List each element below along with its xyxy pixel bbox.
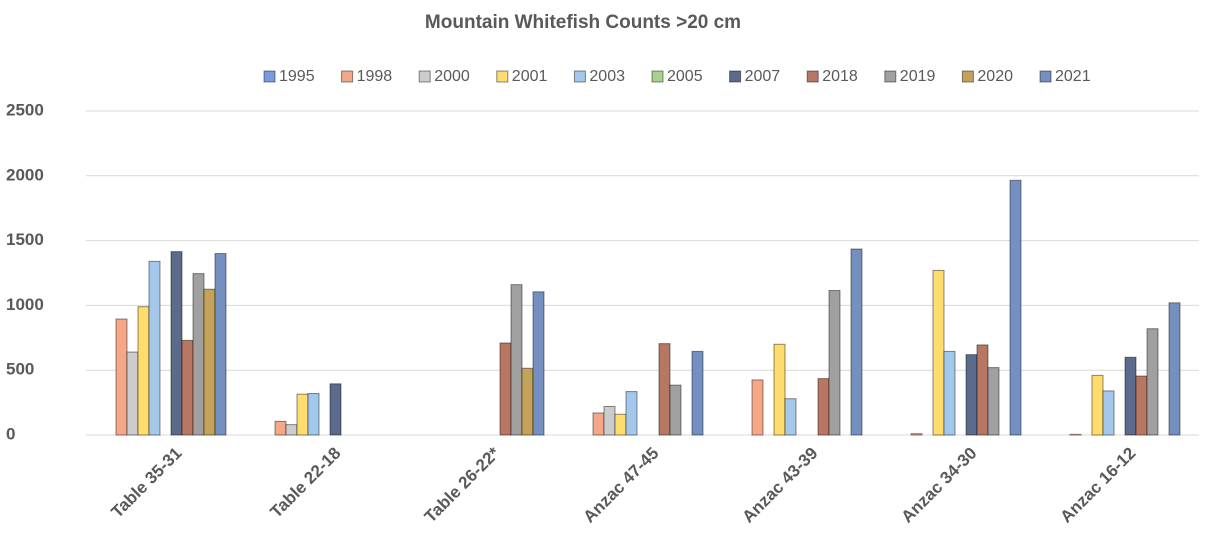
- bar: [137, 306, 150, 436]
- legend-label: 2007: [745, 68, 781, 85]
- legend-label: 2018: [822, 68, 858, 85]
- legend-label: 2001: [512, 68, 548, 85]
- bar: [976, 344, 989, 436]
- bar: [773, 343, 786, 436]
- bar: [987, 367, 1000, 436]
- bar: [148, 260, 161, 436]
- bar: [1124, 356, 1137, 436]
- bar: [499, 342, 512, 436]
- legend-swatch: [729, 70, 742, 83]
- bar: [126, 351, 139, 436]
- legend-label: 2003: [589, 68, 625, 85]
- x-tick-label: Table 35-31: [107, 444, 185, 522]
- bar: [192, 273, 205, 436]
- legend-label: 2000: [434, 68, 470, 85]
- bar: [817, 378, 830, 436]
- legend-label: 2021: [1055, 68, 1091, 85]
- bar: [1091, 374, 1104, 436]
- bar: [1069, 433, 1082, 436]
- legend-swatch: [263, 70, 276, 83]
- y-tick-label: 500: [6, 360, 34, 379]
- legend-label: 2020: [977, 68, 1013, 85]
- chart-title: Mountain Whitefish Counts >20 cm: [425, 12, 741, 33]
- legend-swatch: [1039, 70, 1052, 83]
- legend-swatch: [651, 70, 664, 83]
- x-tick-label: Table 22-18: [266, 444, 344, 522]
- legend-label: 2005: [667, 68, 703, 85]
- bar: [296, 393, 309, 436]
- bar: [943, 350, 956, 436]
- bar: [1135, 375, 1148, 436]
- bar: [115, 318, 128, 436]
- bar: [751, 379, 764, 436]
- bar: [1102, 390, 1115, 436]
- y-tick-label: 1500: [6, 230, 44, 249]
- legend-swatch: [806, 70, 819, 83]
- bar: [1146, 328, 1159, 436]
- bar: [532, 291, 545, 436]
- x-tick-label: Anzac 16-12: [1057, 444, 1140, 527]
- bar: [932, 269, 945, 436]
- bar: [1168, 302, 1181, 436]
- bar: [170, 251, 183, 436]
- bar: [828, 289, 841, 436]
- bar: [307, 393, 320, 436]
- bar: [329, 383, 342, 436]
- bar: [285, 424, 298, 436]
- x-tick-label: Anzac 47-45: [580, 444, 663, 527]
- bar: [691, 350, 704, 436]
- y-tick-label: 0: [6, 424, 15, 443]
- legend-swatch: [341, 70, 354, 83]
- bar: [521, 367, 534, 436]
- legend-label: 2019: [900, 68, 936, 85]
- bar: [592, 412, 605, 436]
- bar: [510, 284, 523, 436]
- legend-swatch: [884, 70, 897, 83]
- legend-swatch: [496, 70, 509, 83]
- bar: [850, 248, 863, 436]
- x-tick-label: Table 26-22*: [421, 443, 504, 526]
- bar: [203, 288, 216, 436]
- y-tick-label: 2000: [6, 165, 44, 184]
- bar: [214, 253, 227, 436]
- bar: [1009, 179, 1022, 436]
- bar: [965, 354, 978, 436]
- x-tick-label: Anzac 43-39: [739, 444, 822, 527]
- bar: [784, 398, 797, 436]
- bar: [669, 384, 682, 436]
- x-tick-label: Anzac 34-30: [898, 444, 981, 527]
- bar: [274, 420, 287, 436]
- y-tick-label: 1000: [6, 295, 44, 314]
- legend-label: 1998: [357, 68, 393, 85]
- y-tick-label: 2500: [6, 100, 44, 119]
- bar: [658, 343, 671, 436]
- bar: [181, 339, 194, 436]
- bar: [910, 433, 923, 436]
- legend-swatch: [961, 70, 974, 83]
- legend-label: 1995: [279, 68, 315, 85]
- bar: [614, 413, 627, 436]
- legend-swatch: [573, 70, 586, 83]
- legend-swatch: [418, 70, 431, 83]
- bar: [603, 405, 616, 436]
- bar: [625, 391, 638, 436]
